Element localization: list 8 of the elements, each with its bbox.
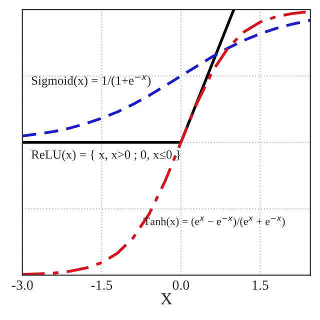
x-tick-label: 0.0 — [172, 280, 190, 290]
x-tick-label: 1.5 — [252, 280, 268, 290]
annotation: Sigmoid(x) = 1/(1+e$^{−x}$) — [32, 75, 151, 88]
x-tick-label: -1.5 — [91, 280, 112, 290]
text: Tanh(x) = (e$^{x}$ − e$^{−x}$)/(e$^{x}$ + e$^{−x}$) — [144, 216, 285, 228]
x-axis-title: X — [160, 293, 172, 304]
annotation: ReLU(x) = { x, x>0 ; 0, x≤0 } — [31, 150, 180, 162]
x-tick-label: -3.0 — [12, 280, 33, 290]
